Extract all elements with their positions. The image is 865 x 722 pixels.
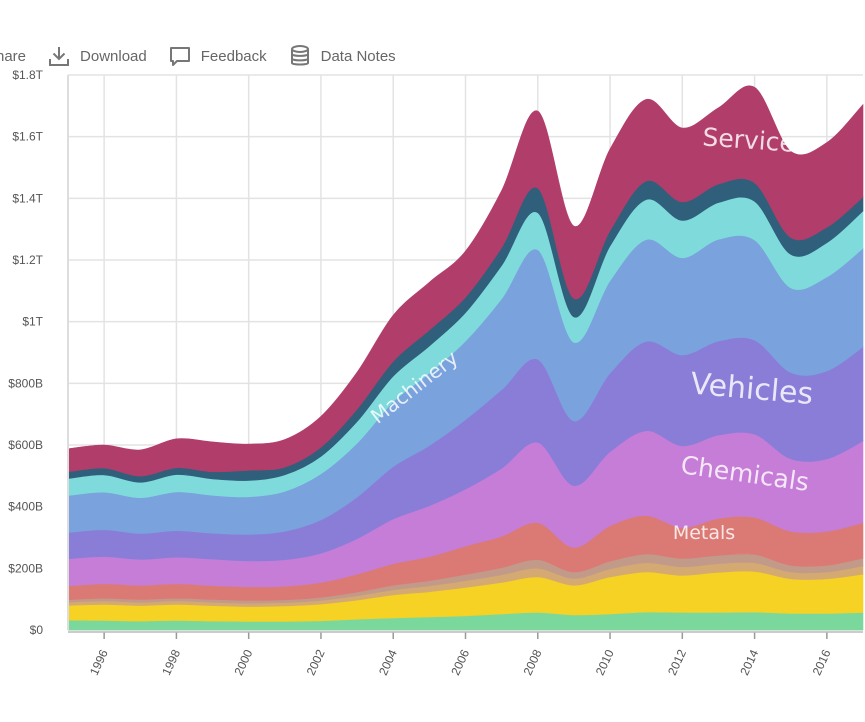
download-button[interactable]: Download (46, 44, 147, 68)
data-notes-button[interactable]: Data Notes (287, 44, 396, 68)
y-tick-label: $1.6T (12, 130, 43, 144)
x-tick-label: 1996 (87, 647, 111, 677)
y-tick-label: $200B (8, 561, 43, 575)
x-tick-label: 2014 (737, 647, 761, 677)
y-tick-label: $1.2T (12, 253, 43, 267)
toolbar: hare Download Feedback Data Notes (0, 44, 416, 68)
x-tick-label: 2016 (810, 647, 834, 677)
y-tick-label: $1.4T (12, 191, 43, 205)
y-tick-label: $0 (30, 623, 44, 637)
download-icon (46, 44, 72, 68)
x-tick-label: 2012 (665, 647, 689, 677)
data-notes-label: Data Notes (320, 47, 396, 65)
x-tick-label: 1998 (159, 647, 183, 677)
y-tick-label: $1.8T (12, 68, 43, 82)
share-label: hare (0, 47, 27, 65)
x-tick-label: 2006 (448, 647, 472, 677)
x-tick-label: 2008 (521, 647, 545, 677)
download-label: Download (80, 47, 147, 65)
feedback-label: Feedback (200, 47, 267, 65)
feedback-icon (167, 44, 193, 68)
y-tick-label: $600B (8, 438, 43, 452)
x-tick-label: 2000 (231, 647, 255, 677)
feedback-button[interactable]: Feedback (167, 44, 267, 68)
share-button[interactable]: hare (0, 48, 26, 65)
chart-areas (67, 85, 864, 631)
series-label: Metals (673, 522, 735, 544)
database-icon (287, 44, 313, 68)
y-tick-label: $400B (8, 500, 43, 514)
x-tick-label: 2004 (376, 647, 400, 677)
y-tick-label: $1T (22, 315, 43, 329)
x-tick-label: 2002 (304, 647, 328, 677)
area-series-10[interactable] (67, 85, 864, 477)
x-tick-label: 2010 (593, 647, 617, 677)
y-tick-label: $800B (8, 376, 43, 390)
